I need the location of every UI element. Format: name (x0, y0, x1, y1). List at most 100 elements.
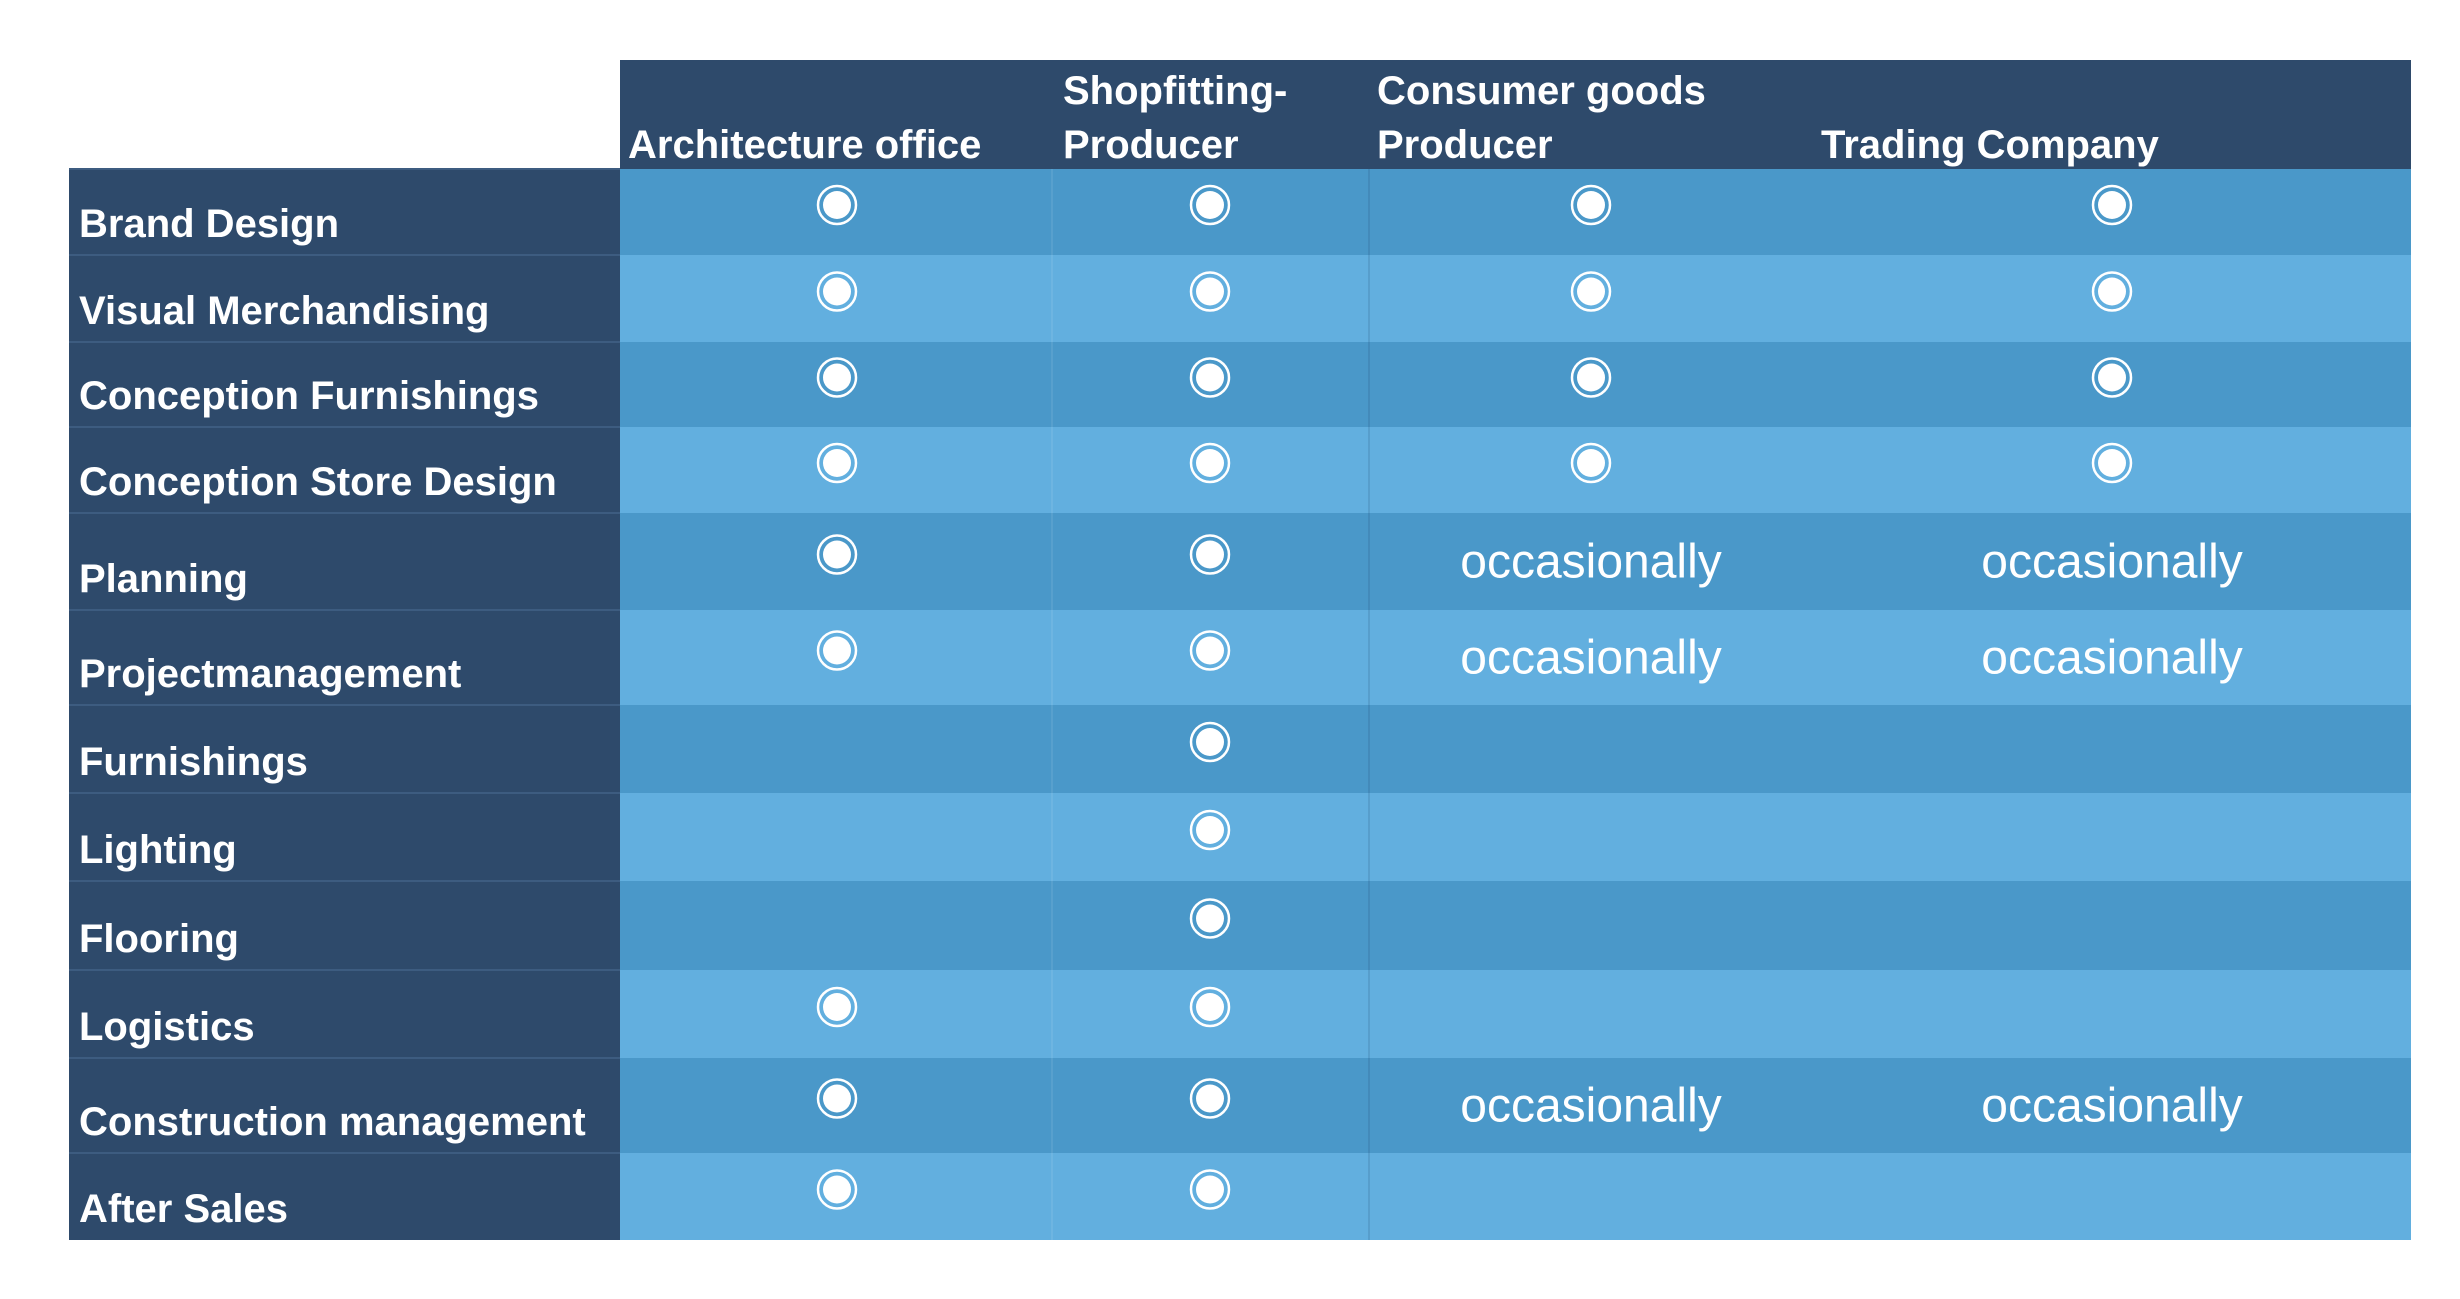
check-dot (2098, 277, 2126, 306)
row-label: Visual Merchandising (79, 289, 490, 333)
check-dot (823, 540, 851, 569)
check-dot (2098, 363, 2126, 392)
check-dot (823, 191, 851, 219)
row-label-cell (69, 513, 620, 610)
check-dot (1196, 540, 1224, 569)
header-band (620, 60, 2411, 169)
check-ring (1189, 1169, 1231, 1210)
check-ring (1570, 442, 1612, 484)
row-band (620, 255, 2411, 342)
check-ring (816, 630, 858, 671)
row-label: Construction management (79, 1100, 586, 1144)
column-header: Producer (1063, 123, 1239, 167)
check-dot (823, 993, 851, 1021)
row-label: Conception Furnishings (79, 374, 539, 418)
cell-text: occasionally (1460, 632, 1721, 685)
row-label-cell (69, 169, 620, 255)
cell-text: occasionally (1460, 536, 1721, 589)
check-dot (823, 1175, 851, 1204)
check-ring (1570, 184, 1612, 226)
check-ring (1189, 898, 1231, 939)
cell-text: occasionally (1981, 536, 2242, 589)
check-ring (1189, 1078, 1231, 1119)
column-header: Consumer goods (1377, 69, 1706, 113)
check-ring (816, 271, 858, 312)
check-dot (1196, 1084, 1224, 1113)
column-header: Architecture office (628, 123, 981, 167)
column-header: Producer (1377, 123, 1553, 167)
row-label: Flooring (79, 917, 239, 961)
row-label: Planning (79, 557, 248, 601)
check-dot (1577, 363, 1605, 392)
check-dot (2098, 449, 2126, 477)
row-label-cell (69, 881, 620, 970)
check-ring (816, 1078, 858, 1119)
row-label: After Sales (79, 1187, 288, 1231)
check-ring (816, 357, 858, 398)
check-ring (2091, 271, 2133, 312)
check-ring (1189, 271, 1231, 312)
check-ring (2091, 357, 2133, 398)
check-dot (1577, 191, 1605, 219)
row-band (620, 1058, 2411, 1153)
cell-text: occasionally (1981, 1080, 2242, 1133)
check-dot (1196, 191, 1224, 219)
row-label: Logistics (79, 1005, 255, 1049)
row-band (620, 881, 2411, 970)
check-ring (816, 1169, 858, 1210)
check-dot (1196, 728, 1224, 756)
check-ring (816, 184, 858, 226)
check-dot (823, 277, 851, 306)
check-dot (1196, 816, 1224, 844)
check-dot (1196, 277, 1224, 306)
check-ring (1189, 986, 1231, 1028)
check-dot (1577, 277, 1605, 306)
check-ring (1570, 357, 1612, 398)
column-header: Trading Company (1821, 123, 2160, 167)
row-band (620, 427, 2411, 513)
check-dot (823, 636, 851, 665)
row-label: Furnishings (79, 740, 308, 784)
row-label: Projectmanagement (79, 652, 461, 696)
check-ring (1189, 630, 1231, 671)
row-label-cell (69, 793, 620, 881)
check-ring (1189, 184, 1231, 226)
row-label: Conception Store Design (79, 460, 557, 504)
row-label-cell (69, 1058, 620, 1153)
check-ring (1570, 271, 1612, 312)
row-label-cell (69, 970, 620, 1058)
check-ring (2091, 442, 2133, 484)
check-ring (1189, 809, 1231, 851)
row-band (620, 513, 2411, 610)
check-ring (1189, 442, 1231, 484)
row-label-cell (69, 342, 620, 427)
check-ring (1189, 721, 1231, 763)
check-dot (1196, 449, 1224, 477)
check-ring (1189, 357, 1231, 398)
row-label: Lighting (79, 828, 237, 872)
row-band (620, 342, 2411, 427)
check-dot (1196, 636, 1224, 665)
check-dot (1196, 1175, 1224, 1204)
row-label-cell (69, 1153, 620, 1240)
row-label-cell (69, 427, 620, 513)
row-label-cell (69, 255, 620, 342)
check-dot (1196, 904, 1224, 933)
check-dot (823, 1084, 851, 1113)
row-band (620, 1153, 2411, 1240)
check-ring (816, 986, 858, 1028)
cell-text: occasionally (1460, 1080, 1721, 1133)
check-dot (823, 363, 851, 392)
row-label-cell (69, 705, 620, 793)
check-ring (2091, 184, 2133, 226)
check-ring (816, 534, 858, 575)
check-dot (1577, 449, 1605, 477)
row-label-cell (69, 610, 620, 705)
row-band (620, 610, 2411, 705)
row-band (620, 169, 2411, 255)
check-dot (1196, 363, 1224, 392)
row-label: Brand Design (79, 202, 339, 246)
row-band (620, 970, 2411, 1058)
row-band (620, 793, 2411, 881)
